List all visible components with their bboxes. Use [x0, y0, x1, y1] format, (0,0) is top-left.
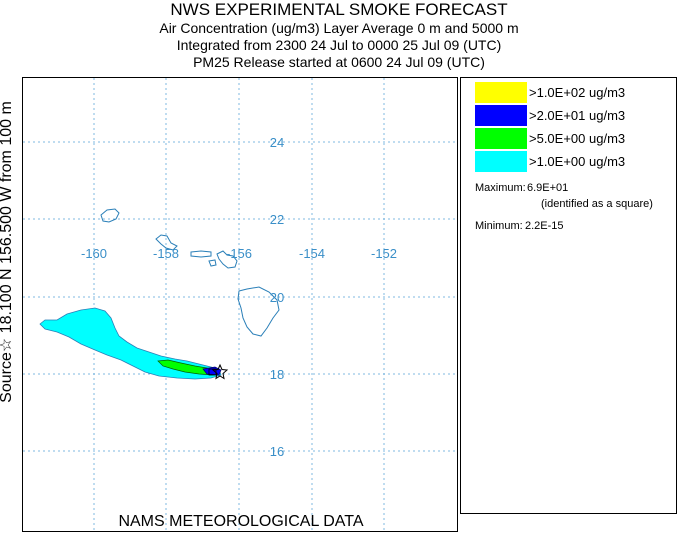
lat-label-16: 16 — [270, 444, 284, 459]
lat-label-20: 20 — [270, 290, 284, 305]
lat-label-22: 22 — [270, 212, 284, 227]
plume-contour-1 — [39, 307, 222, 380]
smoke-map: -160 -158 -156 -154 -152 24 22 20 18 16 — [23, 78, 457, 531]
maximum-note: (identified as a square) — [541, 198, 653, 210]
release-info: PM25 Release started at 0600 24 Jul 09 (… — [193, 54, 485, 70]
lat-label-18: 18 — [270, 367, 284, 382]
island-molokai — [190, 250, 212, 258]
graticule — [23, 78, 457, 531]
lon-label-156: -156 — [226, 246, 252, 261]
island-oahu — [155, 234, 178, 251]
legend-swatch-20 — [475, 105, 527, 126]
legend-swatch-100 — [475, 82, 527, 103]
lon-label-154: -154 — [299, 246, 325, 261]
forecast-title: NWS EXPERIMENTAL SMOKE FORECAST — [170, 0, 508, 19]
smoke-plume — [39, 307, 222, 380]
integration-period: Integrated from 2300 24 Jul to 0000 25 J… — [176, 37, 502, 53]
island-hawaii — [237, 286, 280, 337]
concentration-subtitle: Air Concentration (ug/m3) Layer Average … — [159, 20, 519, 36]
star-icon — [211, 363, 229, 380]
legend-swatch-1 — [475, 151, 527, 172]
lon-label-160: -160 — [81, 246, 107, 261]
longitude-labels: -160 -158 -156 -154 -152 — [81, 246, 397, 261]
minimum-value: 2.2E-15 — [525, 220, 564, 232]
minimum-label: Minimum: — [475, 220, 523, 232]
island-niihau — [100, 208, 120, 223]
lon-label-152: -152 — [371, 246, 397, 261]
legend-label-1: >1.0E+00 ug/m3 — [529, 154, 626, 169]
lon-label-158: -158 — [153, 246, 179, 261]
legend-label-5: >5.0E+00 ug/m3 — [529, 131, 626, 146]
legend-label-100: >1.0E+02 ug/m3 — [529, 85, 626, 100]
hawaiian-islands — [100, 208, 280, 337]
source-location-label: Source☆ 18.100 N 156.500 W from 100 m — [0, 101, 15, 403]
lat-label-24: 24 — [270, 135, 284, 150]
maximum-label: Maximum: — [475, 182, 526, 194]
latitude-labels: 24 22 20 18 16 — [270, 135, 284, 459]
maximum-value: 6.9E+01 — [527, 182, 569, 194]
island-lanai — [208, 259, 217, 267]
map-panel: -160 -158 -156 -154 -152 24 22 20 18 16 — [22, 77, 458, 532]
legend-label-20: >2.0E+01 ug/m3 — [529, 108, 626, 123]
legend-swatch-5 — [475, 128, 527, 149]
legend-panel: >1.0E+02 ug/m3 >2.0E+01 ug/m3 >5.0E+00 u… — [460, 77, 677, 514]
island-maui — [216, 250, 238, 269]
met-data-footer: NAMS METEOROLOGICAL DATA — [118, 513, 364, 530]
